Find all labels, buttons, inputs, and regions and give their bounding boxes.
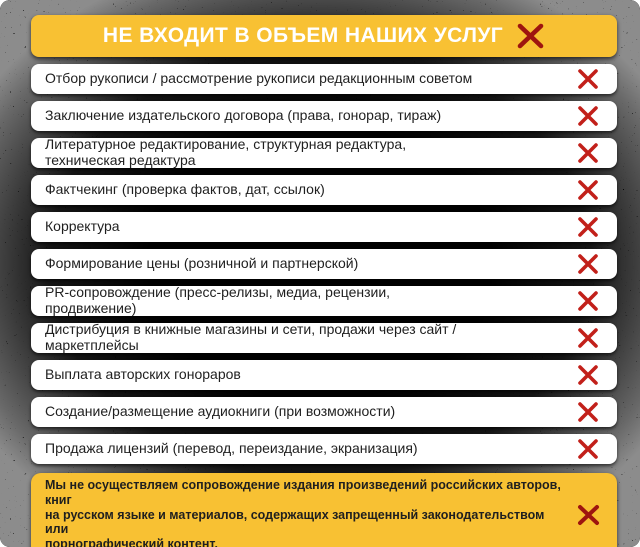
excluded-service-row: Создание/размещение аудиокниги (при возм… [31,397,617,427]
excluded-service-label: Создание/размещение аудиокниги (при возм… [45,403,396,420]
footer-note-text: Мы не осуществляем сопровождение издания… [45,478,561,547]
header-x-mark-icon [517,23,544,49]
excluded-service-row: Отбор рукописи / рассмотрение рукописи р… [31,64,617,94]
x-mark-icon [578,365,598,385]
excluded-service-row: Заключение издательского договора (права… [31,101,617,131]
excluded-service-label: Дистрибуция в книжные магазины и сети, п… [45,321,457,353]
excluded-service-label: Корректура [45,218,120,235]
excluded-service-label: Литературное редактирование, структурная… [45,136,407,168]
excluded-service-label: PR-сопровождение (пресс-релизы, медиа, р… [45,284,391,316]
x-mark-icon [578,69,598,89]
excluded-service-row: PR-сопровождение (пресс-релизы, медиа, р… [31,284,617,316]
header-title: НЕ ВХОДИТ В ОБЪЕМ НАШИХ УСЛУГ [102,24,504,47]
x-mark-icon [578,180,598,200]
excluded-service-label: Формирование цены (розничной и партнерск… [45,255,359,272]
excluded-service-row: Литературное редактирование, структурная… [31,136,617,168]
excluded-service-row: Формирование цены (розничной и партнерск… [31,249,617,279]
excluded-service-row: Корректура [31,212,617,242]
x-mark-icon [578,106,598,126]
excluded-service-row: Выплата авторских гонораров [31,360,617,390]
x-mark-icon [578,291,598,311]
x-mark-icon [578,402,598,422]
excluded-service-label: Заключение издательского договора (права… [45,107,442,124]
excluded-service-label: Фактчекинг (проверка фактов, дат, ссылок… [45,181,325,198]
excluded-service-label: Выплата авторских гонораров [45,366,241,383]
excluded-service-label: Отбор рукописи / рассмотрение рукописи р… [45,70,473,87]
x-mark-icon [578,439,598,459]
x-mark-icon [578,217,598,237]
footer-x-mark-icon [578,504,599,525]
footer-note-banner: Мы не осуществляем сопровождение издания… [31,473,617,547]
excluded-service-row: Продажа лицензий (перевод, переиздание, … [31,434,617,464]
x-mark-icon [578,143,598,163]
excluded-service-row: Фактчекинг (проверка фактов, дат, ссылок… [31,175,617,205]
excluded-service-label: Продажа лицензий (перевод, переиздание, … [45,440,418,457]
x-mark-icon [578,328,598,348]
x-mark-icon [578,254,598,274]
header-banner: НЕ ВХОДИТ В ОБЪЕМ НАШИХ УСЛУГ [31,15,617,57]
excluded-service-row: Дистрибуция в книжные магазины и сети, п… [31,321,617,353]
